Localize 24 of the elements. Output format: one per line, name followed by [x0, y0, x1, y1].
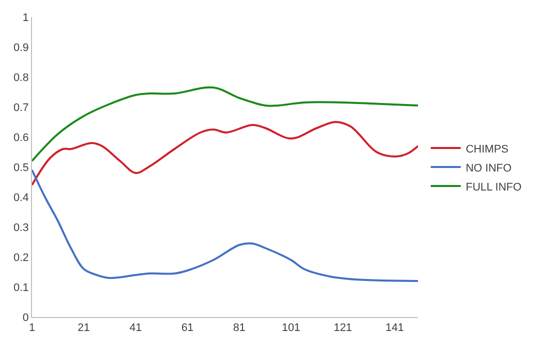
x-tick-label: 101: [282, 322, 300, 334]
x-tick-label: 61: [181, 322, 194, 334]
y-tick-label: 0.2: [14, 252, 29, 264]
y-tick-label: 1: [22, 12, 29, 24]
x-tick-label: 121: [334, 322, 352, 334]
x-tick-label: 81: [233, 322, 246, 334]
y-tick-label: 0.7: [14, 102, 29, 114]
x-tick-label: 141: [386, 322, 404, 334]
x-tick-label: 21: [78, 322, 90, 334]
line-series: [32, 86, 418, 162]
line-series: [32, 169, 418, 282]
y-tick-label: 0.6: [14, 132, 29, 144]
y-tick-label: 0.5: [14, 162, 29, 174]
y-tick-label: 0.3: [14, 222, 29, 234]
y-tick-label: 0.4: [14, 192, 29, 204]
line-series: [32, 121, 418, 186]
legend-label: FULL INFO: [466, 181, 522, 194]
y-tick-label: 0: [22, 312, 29, 324]
legend-label: NO INFO: [466, 162, 512, 174]
legend-label: CHIMPS: [466, 143, 508, 156]
y-tick-label: 0.9: [14, 42, 29, 54]
x-tick-label: 41: [129, 322, 142, 334]
y-tick-label: 0.1: [14, 282, 29, 294]
y-tick-label: 0.8: [14, 72, 29, 84]
